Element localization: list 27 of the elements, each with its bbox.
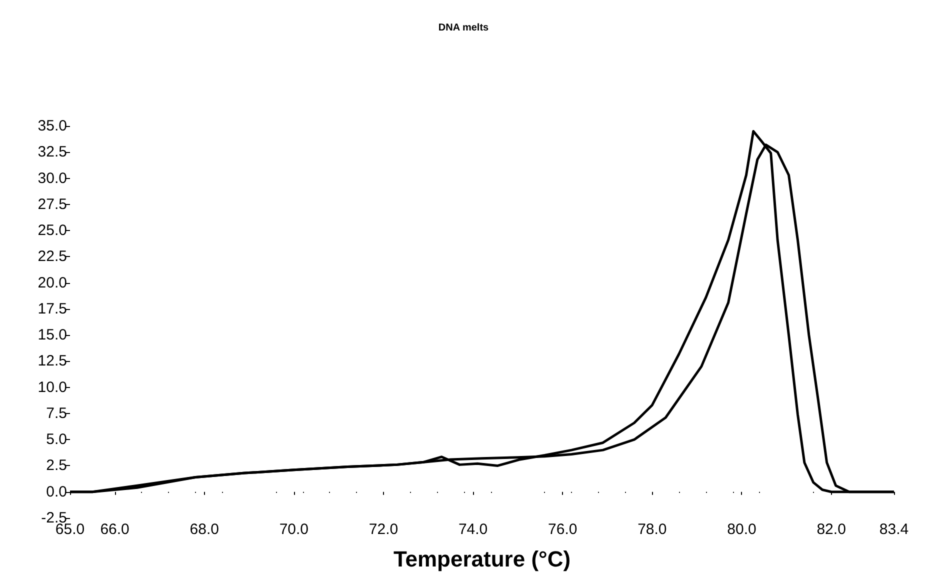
y-tick-label: 22.5: [38, 248, 67, 266]
x-tick-label: 80.0: [727, 521, 756, 538]
x-tick-label: 82.0: [816, 521, 846, 538]
y-tick-label: 32.5: [38, 144, 67, 161]
y-tick-label: 5.0: [46, 431, 67, 448]
y-tick-label: 17.5: [38, 300, 67, 318]
x-tick-label: 76.0: [548, 521, 578, 538]
y-tick-label: 0.0: [46, 483, 67, 500]
x-tick-label: 70.0: [279, 521, 309, 538]
x-tick-label: 72.0: [368, 521, 398, 538]
y-tick-label: 7.5: [46, 404, 67, 422]
y-tick-label: 35.0: [38, 118, 67, 134]
y-tick-label: 20.0: [38, 274, 67, 292]
x-tick-label: 78.0: [638, 521, 667, 538]
y-tick-label: 25.0: [38, 222, 67, 240]
y-tick-label: 30.0: [38, 170, 67, 187]
y-tick-label: 10.0: [38, 378, 67, 396]
y-tick-label: 15.0: [38, 326, 67, 344]
x-axis-title: Temperature (°C): [393, 546, 571, 572]
y-tick-label: 27.5: [38, 196, 67, 213]
chart-title: DNA melts: [438, 22, 490, 34]
x-tick-label: 83.4: [879, 521, 909, 538]
x-tick-label: 68.0: [190, 521, 219, 538]
y-tick-label: 12.5: [38, 352, 67, 370]
x-tick-label: 66.0: [100, 521, 130, 538]
y-tick-label: 2.5: [46, 457, 67, 474]
x-tick-label: 74.0: [458, 521, 488, 538]
